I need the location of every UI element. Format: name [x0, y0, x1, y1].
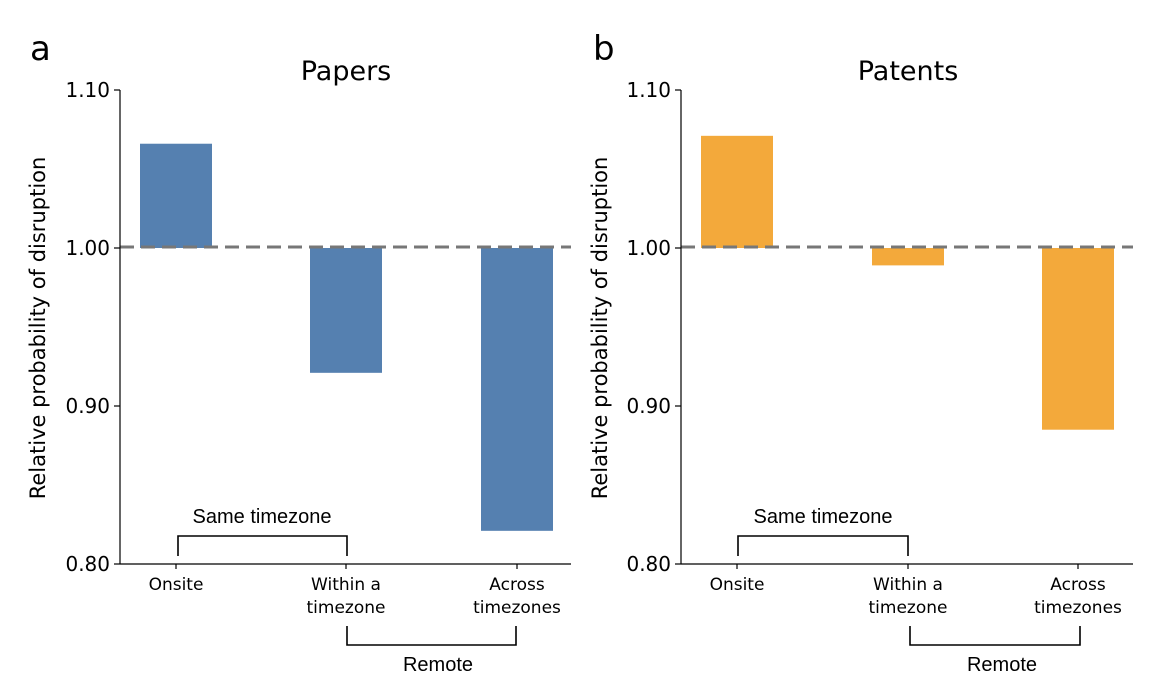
x-tick-label: Across timezones — [1034, 575, 1122, 618]
y-tick-label: 0.80 — [65, 552, 110, 576]
y-tick-label: 1.00 — [65, 236, 110, 260]
bar-1 — [310, 248, 382, 373]
x-tick-label: Across timezones — [473, 575, 561, 618]
panel-label: a — [30, 29, 51, 69]
y-axis-label: Relative probability of disruption — [26, 157, 50, 500]
bar-1 — [872, 248, 944, 266]
x-ticks: Onsite Within a timezone Across timezones — [710, 564, 1122, 618]
x-tick-label: Within a timezone — [307, 575, 386, 618]
panel-label: b — [593, 29, 615, 69]
remote-bracket — [909, 626, 1081, 646]
y-tick-label: 1.10 — [65, 78, 110, 102]
y-tick-label: 0.90 — [626, 394, 671, 418]
chart-title: Patents — [858, 56, 959, 87]
chart-title: Papers — [301, 56, 392, 87]
y-tick-label: 0.80 — [626, 552, 671, 576]
x-tick-label: Within a timezone — [869, 575, 948, 618]
x-ticks: Onsite Within a timezone Across timezones — [149, 564, 561, 618]
bar-2 — [481, 248, 553, 531]
y-tick-label: 0.90 — [65, 394, 110, 418]
same-timezone-label: Same timezone — [754, 506, 893, 528]
panel-b-patents: b Patents Relative probability of disrup… — [588, 29, 1133, 676]
x-tick-label: Onsite — [710, 575, 765, 595]
y-axis-label: Relative probability of disruption — [588, 157, 612, 500]
bar-0 — [701, 135, 773, 248]
remote-label: Remote — [403, 654, 473, 676]
same-timezone-label: Same timezone — [193, 506, 332, 528]
y-tick-label: 1.10 — [626, 78, 671, 102]
panel-a-papers: a Papers Relative probability of disrupt… — [26, 29, 571, 676]
remote-bracket — [346, 626, 517, 646]
remote-label: Remote — [967, 654, 1037, 676]
y-ticks: 0.80 0.90 1.00 1.10 — [65, 78, 120, 576]
y-ticks: 0.80 0.90 1.00 1.10 — [626, 78, 681, 576]
bar-2 — [1042, 248, 1114, 430]
x-tick-label: Onsite — [149, 575, 204, 595]
bar-0 — [140, 143, 212, 248]
y-tick-label: 1.00 — [626, 236, 671, 260]
same-timezone-bracket — [177, 535, 348, 556]
bars — [701, 135, 1114, 430]
bars — [140, 143, 553, 531]
same-timezone-bracket — [737, 535, 909, 556]
